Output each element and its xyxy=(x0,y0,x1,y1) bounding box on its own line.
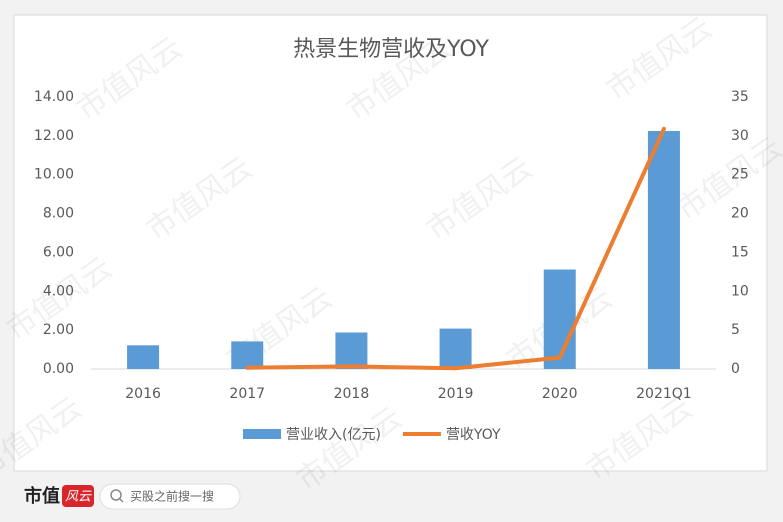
y2-tick-label: 20 xyxy=(731,206,749,222)
chart-title: 热景生物营收及YOY xyxy=(293,37,489,62)
bar xyxy=(543,269,576,369)
footer-logo-mark: 风云 xyxy=(65,490,92,505)
bar xyxy=(335,332,368,369)
y-tick-label: 4.00 xyxy=(43,283,74,299)
y2-tick-label: 30 xyxy=(731,128,749,144)
x-tick-label: 2017 xyxy=(229,386,265,402)
footer-logo: 市值 xyxy=(24,485,60,507)
x-tick-label: 2018 xyxy=(334,386,370,402)
y2-tick-label: 15 xyxy=(731,244,749,260)
x-tick-label: 2019 xyxy=(438,386,474,402)
y-tick-label: 0.00 xyxy=(43,361,74,377)
search-placeholder: 买股之前搜一搜 xyxy=(130,489,214,504)
y-tick-label: 10.00 xyxy=(34,167,74,183)
bar xyxy=(647,131,680,369)
legend-label: 营收YOY xyxy=(446,427,501,443)
y2-tick-label: 0 xyxy=(731,361,740,377)
search-icon-handle xyxy=(118,497,124,503)
search-icon xyxy=(110,489,122,501)
y-tick-label: 8.00 xyxy=(43,206,74,222)
y2-tick-label: 10 xyxy=(731,283,749,299)
bar xyxy=(439,328,472,369)
y2-tick-label: 5 xyxy=(731,322,740,338)
line xyxy=(245,126,666,371)
legend-label: 营业收入(亿元) xyxy=(286,427,381,443)
x-tick-label: 2021Q1 xyxy=(636,386,692,402)
bar xyxy=(231,341,264,369)
logo-mark-bg xyxy=(62,485,94,507)
y-tick-label: 6.00 xyxy=(43,244,74,260)
chart-frame xyxy=(13,14,768,472)
y2-tick-label: 25 xyxy=(731,167,749,183)
y2-tick-label: 35 xyxy=(731,89,749,105)
search-box[interactable] xyxy=(99,483,241,510)
legend-swatch xyxy=(243,429,281,439)
bar xyxy=(127,345,160,369)
y-tick-label: 2.00 xyxy=(43,322,74,338)
x-tick-label: 2016 xyxy=(125,386,161,402)
x-tick-label: 2020 xyxy=(542,386,578,402)
y-tick-label: 14.00 xyxy=(34,89,74,105)
y-tick-label: 12.00 xyxy=(34,128,74,144)
